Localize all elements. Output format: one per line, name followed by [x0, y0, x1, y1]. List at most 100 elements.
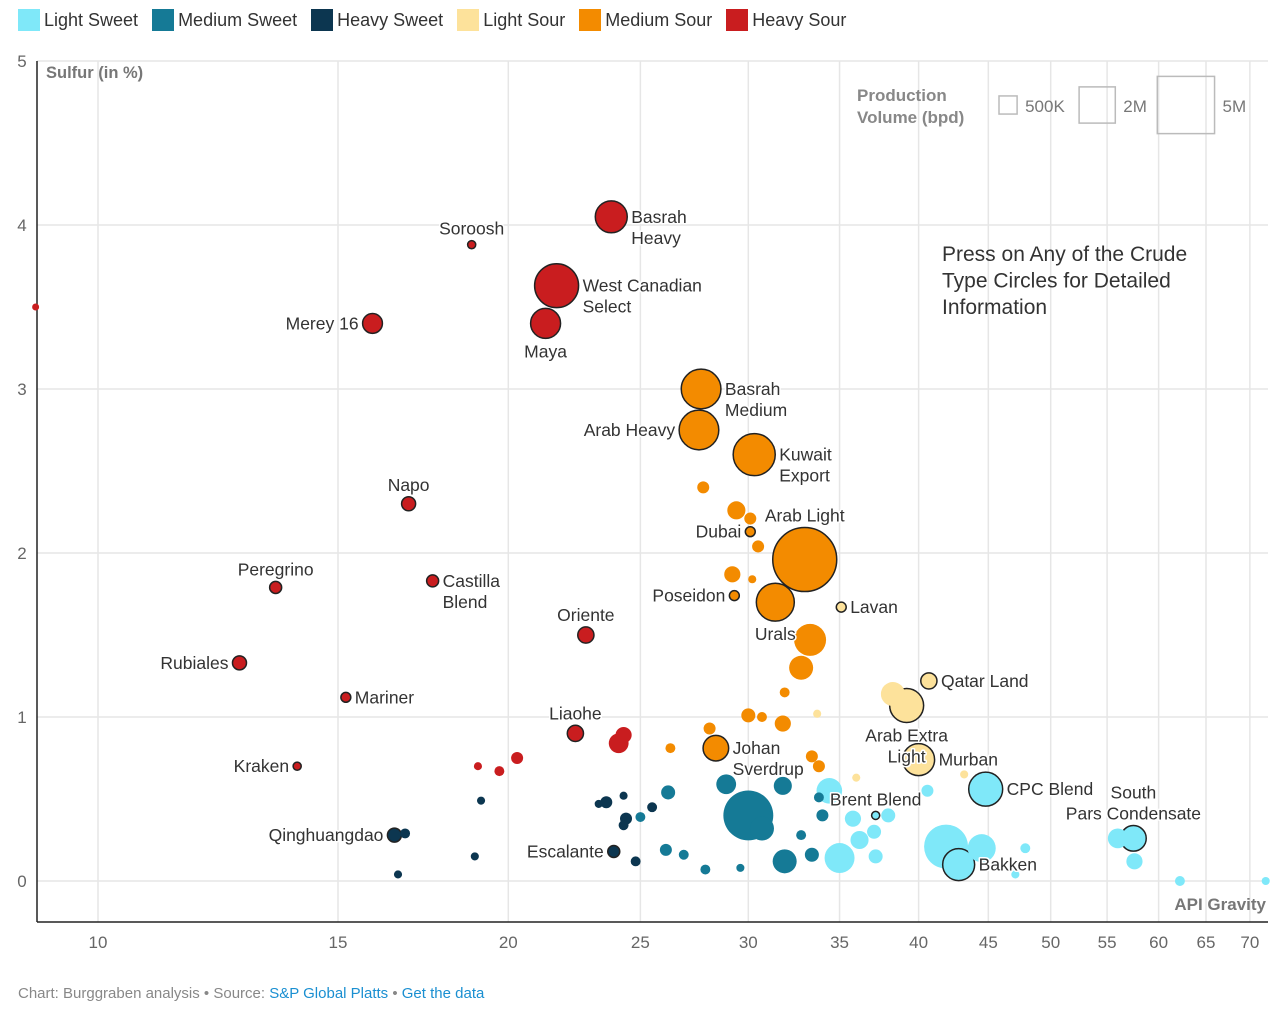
data-point[interactable] — [794, 623, 827, 656]
data-point[interactable] — [967, 834, 996, 863]
data-point[interactable] — [425, 574, 440, 588]
data-point[interactable] — [618, 820, 629, 831]
legend-item[interactable]: Medium Sweet — [152, 9, 297, 31]
data-point[interactable] — [529, 307, 562, 340]
data-point[interactable] — [680, 368, 722, 410]
data-point[interactable] — [920, 672, 938, 690]
data-point[interactable] — [566, 724, 585, 743]
data-point[interactable] — [1261, 876, 1270, 886]
data-point[interactable] — [577, 626, 595, 644]
data-point[interactable] — [749, 816, 774, 841]
data-point[interactable] — [1020, 843, 1031, 854]
data-point[interactable] — [665, 743, 676, 754]
legend-item[interactable]: Medium Sour — [579, 9, 712, 31]
data-point[interactable] — [702, 734, 730, 762]
data-point[interactable] — [755, 582, 796, 622]
data-point[interactable] — [659, 843, 672, 856]
data-point[interactable] — [361, 312, 384, 335]
data-point[interactable] — [647, 802, 658, 813]
data-point[interactable] — [867, 824, 882, 839]
data-point[interactable] — [466, 239, 477, 250]
data-point[interactable] — [732, 432, 776, 477]
data-point[interactable] — [386, 827, 403, 843]
data-point[interactable] — [852, 773, 861, 782]
legend-item[interactable]: Light Sour — [457, 9, 565, 31]
data-point[interactable] — [700, 864, 711, 875]
data-point[interactable] — [1011, 870, 1020, 879]
data-point[interactable] — [594, 200, 629, 234]
data-point[interactable] — [805, 750, 818, 763]
data-point[interactable] — [835, 601, 847, 613]
data-point[interactable] — [813, 792, 824, 803]
data-point[interactable] — [340, 691, 352, 704]
data-point[interactable] — [813, 709, 822, 718]
legend-item[interactable]: Light Sweet — [18, 9, 138, 31]
data-point[interactable] — [736, 863, 745, 872]
data-point[interactable] — [752, 540, 765, 553]
data-point[interactable] — [393, 870, 403, 879]
data-point[interactable] — [804, 847, 819, 862]
data-point[interactable] — [870, 810, 881, 821]
data-point[interactable] — [771, 526, 838, 593]
data-point[interactable] — [716, 774, 737, 795]
data-point[interactable] — [477, 796, 486, 805]
data-point[interactable] — [703, 722, 716, 735]
source-link[interactable]: S&P Global Platts — [269, 985, 389, 1002]
data-point[interactable] — [511, 751, 524, 765]
data-point[interactable] — [470, 852, 479, 861]
data-point[interactable] — [960, 770, 969, 779]
data-point[interactable] — [941, 847, 976, 882]
data-point[interactable] — [697, 481, 710, 494]
data-point[interactable] — [630, 856, 641, 867]
data-point[interactable] — [744, 525, 756, 538]
data-point[interactable] — [772, 849, 797, 874]
data-point[interactable] — [607, 844, 621, 859]
data-point[interactable] — [880, 682, 905, 707]
data-point[interactable] — [231, 655, 248, 671]
data-point[interactable] — [748, 575, 757, 584]
data-point[interactable] — [796, 830, 807, 841]
data-point[interactable] — [400, 828, 411, 839]
data-point[interactable] — [473, 762, 482, 771]
data-point[interactable] — [779, 687, 790, 698]
data-point[interactable] — [1174, 876, 1185, 886]
data-point[interactable] — [268, 580, 283, 595]
data-point[interactable] — [400, 496, 417, 512]
data-point[interactable] — [533, 262, 580, 309]
data-point[interactable] — [921, 784, 934, 797]
data-point[interactable] — [594, 799, 603, 808]
data-point[interactable] — [600, 796, 613, 809]
data-point[interactable] — [615, 726, 632, 744]
data-point[interactable] — [635, 812, 646, 822]
data-point[interactable] — [741, 708, 756, 723]
data-point[interactable] — [292, 761, 302, 771]
get-data-link[interactable]: Get the data — [401, 985, 485, 1002]
data-point[interactable] — [724, 566, 741, 583]
data-point[interactable] — [1126, 853, 1143, 870]
data-point[interactable] — [728, 589, 741, 602]
legend-item[interactable]: Heavy Sweet — [311, 9, 443, 31]
data-point[interactable] — [881, 808, 896, 823]
data-point[interactable] — [816, 809, 829, 822]
data-point[interactable] — [661, 785, 676, 800]
data-point[interactable] — [494, 766, 505, 777]
data-point[interactable] — [774, 715, 791, 732]
data-point[interactable] — [789, 655, 814, 680]
data-point[interactable] — [901, 742, 936, 777]
data-point[interactable] — [868, 849, 883, 864]
data-point[interactable] — [744, 512, 757, 525]
data-point[interactable] — [32, 303, 40, 311]
data-point[interactable] — [824, 843, 855, 874]
data-point[interactable] — [844, 810, 862, 827]
data-point[interactable] — [812, 760, 825, 773]
data-point[interactable] — [1107, 828, 1128, 849]
data-point[interactable] — [727, 501, 746, 520]
data-point[interactable] — [619, 791, 628, 800]
data-point[interactable] — [678, 409, 720, 451]
data-point[interactable] — [967, 771, 1004, 807]
legend-item[interactable]: Heavy Sour — [726, 9, 846, 31]
data-point[interactable] — [850, 830, 869, 850]
data-point[interactable] — [757, 712, 767, 722]
data-point[interactable] — [678, 849, 689, 860]
data-point[interactable] — [773, 776, 792, 795]
